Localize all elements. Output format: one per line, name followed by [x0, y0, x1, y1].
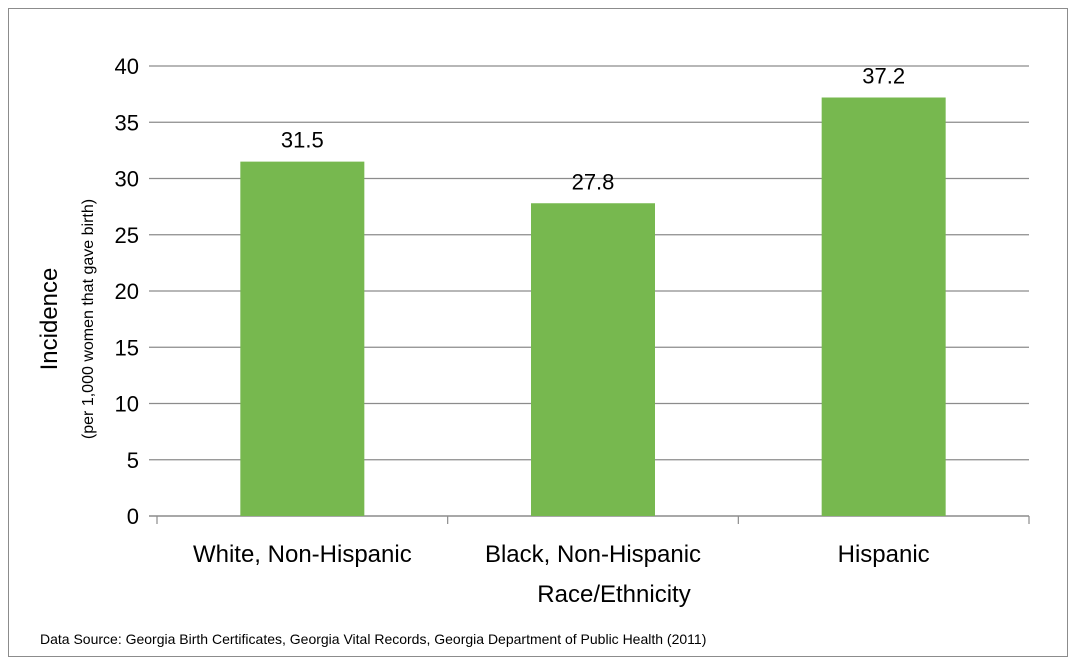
bars — [240, 97, 946, 516]
y-tick-label: 20 — [115, 279, 139, 304]
y-tick-label: 25 — [115, 223, 139, 248]
x-category-label: Black, Non-Hispanic — [485, 541, 701, 568]
data-label: 27.8 — [572, 169, 615, 194]
y-tick-labels: 0 5 10 15 20 25 30 35 40 — [115, 54, 139, 529]
x-category-label: Hispanic — [838, 541, 930, 568]
chart-frame: 0 5 10 15 20 25 30 35 40 White, Non-Hispanic Blac… — [8, 8, 1068, 657]
bar — [821, 97, 946, 516]
y-tick-label: 10 — [115, 392, 139, 417]
data-labels: 31.5 27.8 37.2 — [281, 64, 905, 195]
y-tick-label: 15 — [115, 335, 139, 360]
y-axis-title: Incidence — [36, 268, 63, 371]
y-tick-label: 0 — [127, 504, 139, 529]
y-tick-label: 30 — [115, 167, 139, 192]
y-tick-label: 40 — [115, 54, 139, 79]
x-axis-title: Race/Ethnicity — [537, 581, 690, 608]
bar — [240, 161, 365, 516]
x-category-labels: White, Non-Hispanic Black, Non-Hispanic Hi… — [193, 541, 930, 568]
source-note: Data Source: Georgia Birth Certificates,… — [40, 631, 706, 647]
y-tick-label: 35 — [115, 110, 139, 135]
y-axis-subtitle: (per 1,000 women that gave birth) — [80, 199, 97, 439]
y-tick-label: 5 — [127, 448, 139, 473]
bar-chart: 0 5 10 15 20 25 30 35 40 White, Non-Hispanic Blac… — [36, 54, 1030, 647]
x-category-label: White, Non-Hispanic — [193, 541, 412, 568]
data-label: 37.2 — [862, 64, 905, 89]
bar — [531, 203, 655, 516]
data-label: 31.5 — [281, 128, 324, 153]
